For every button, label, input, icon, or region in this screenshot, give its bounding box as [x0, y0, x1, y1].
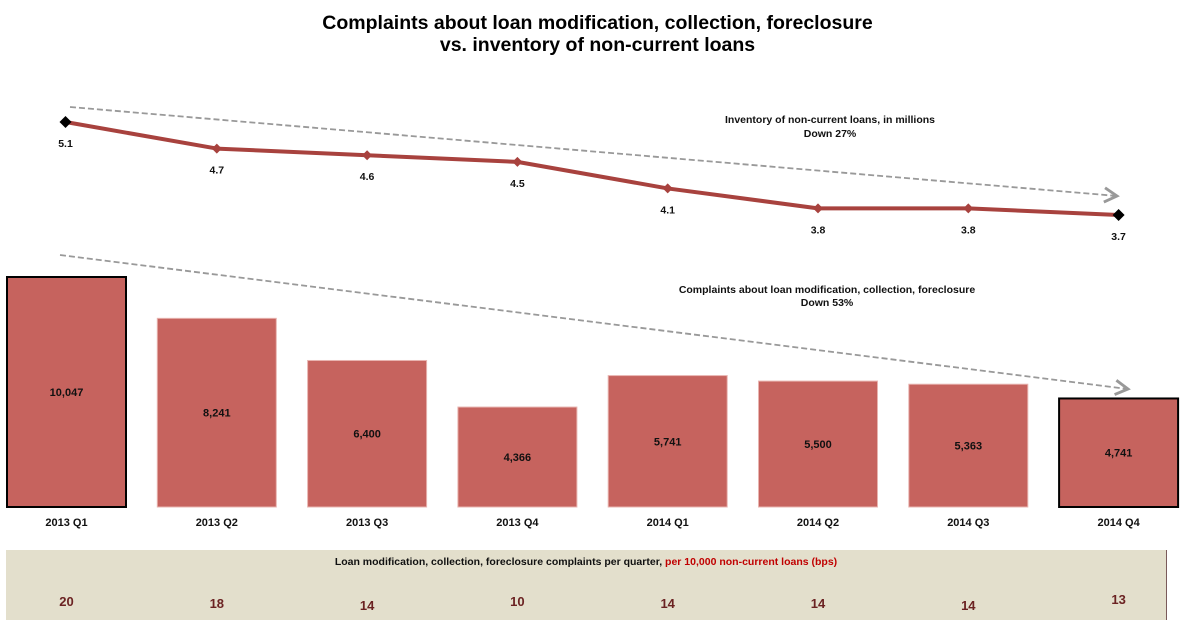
inventory-point-marker: [662, 183, 673, 194]
inventory-point-marker: [211, 143, 222, 154]
line-annotation-change: Down 27%: [804, 128, 857, 140]
bps-value: 10: [510, 594, 525, 609]
complaints-bar-value-label: 10,047: [50, 387, 84, 399]
bps-value: 14: [810, 596, 826, 611]
complaints-bar: [607, 375, 728, 508]
complaints-bar-value-label: 5,363: [955, 441, 983, 453]
complaints-bar-value-label: 5,500: [804, 439, 832, 451]
category-axis-label: 2013 Q4: [496, 517, 539, 529]
bps-table-title: Loan modification, collection, foreclosu…: [6, 556, 1166, 568]
category-axis-label: 2014 Q1: [647, 517, 689, 529]
complaints-bar: [307, 359, 428, 508]
bps-value: 14: [961, 598, 976, 613]
complaints-bar: [457, 406, 578, 508]
bps-value: 13: [1111, 592, 1126, 607]
inventory-data-label: 5.1: [58, 138, 73, 150]
complaints-bar: [908, 383, 1029, 508]
inventory-data-label: 3.7: [1111, 231, 1126, 243]
line-annotation-title: Inventory of non-current loans, in milli…: [725, 114, 935, 126]
inventory-data-label: 3.8: [811, 224, 826, 236]
bps-table-band: Loan modification, collection, foreclosu…: [6, 550, 1167, 620]
bps-title-main: Loan modification, collection, foreclosu…: [334, 556, 666, 568]
category-axis-label: 2013 Q3: [346, 517, 388, 529]
category-axis-label: 2013 Q2: [196, 517, 238, 529]
complaints-bar: [156, 317, 277, 508]
complaints-bar-value-label: 5,741: [654, 436, 682, 448]
inventory-point-marker: [813, 203, 823, 214]
category-axis-label: 2014 Q4: [1097, 517, 1140, 529]
complaints-trend-arrow: [59, 254, 1131, 396]
category-axis-label: 2014 Q3: [947, 517, 989, 529]
complaints-bar: [1058, 397, 1180, 508]
complaints-bar-value-label: 8,241: [203, 408, 231, 420]
inventory-point-marker: [512, 156, 523, 167]
bps-value: 20: [59, 594, 74, 609]
category-axis-label: 2014 Q2: [797, 517, 839, 529]
complaints-bar: [6, 276, 127, 508]
chart-title-line-1: Complaints about loan modification, coll…: [322, 12, 873, 34]
inventory-data-label: 4.7: [209, 165, 224, 177]
bps-value: 14: [660, 596, 675, 611]
inventory-point-marker: [59, 116, 72, 128]
bps-value: 14: [359, 598, 375, 613]
inventory-data-label: 4.6: [360, 171, 375, 183]
inventory-line: [65, 120, 1119, 217]
bar-annotation-title: Complaints about loan modification, coll…: [679, 284, 976, 296]
complaints-bar-value-label: 4,741: [1105, 448, 1133, 460]
bps-title-highlight: per 10,000 non-current loans (bps): [665, 556, 838, 568]
chart-title: Complaints about loan modification, coll…: [0, 12, 1195, 56]
inventory-point-marker: [1112, 209, 1125, 221]
chart-canvas: 5.1 4.7 4.6 4.5 4.1 3.8 3.8 3.7 Inventory of no…: [6, 106, 1180, 529]
complaints-bar-value-label: 6,400: [353, 429, 381, 441]
inventory-point-marker: [963, 203, 974, 214]
inventory-data-label: 3.8: [961, 224, 976, 236]
inventory-data-label: 4.1: [660, 204, 675, 216]
bps-value: 18: [209, 596, 225, 611]
chart-title-line-2: vs. inventory of non-current loans: [439, 34, 756, 56]
inventory-trend-arrow: [69, 106, 1120, 204]
complaints-bar: [758, 380, 878, 508]
inventory-data-label: 4.5: [510, 178, 525, 190]
complaints-bar-value-label: 4,366: [504, 452, 532, 464]
bar-annotation-change: Down 53%: [801, 297, 854, 309]
inventory-point-marker: [362, 150, 373, 161]
category-axis-label: 2013 Q1: [45, 517, 87, 529]
